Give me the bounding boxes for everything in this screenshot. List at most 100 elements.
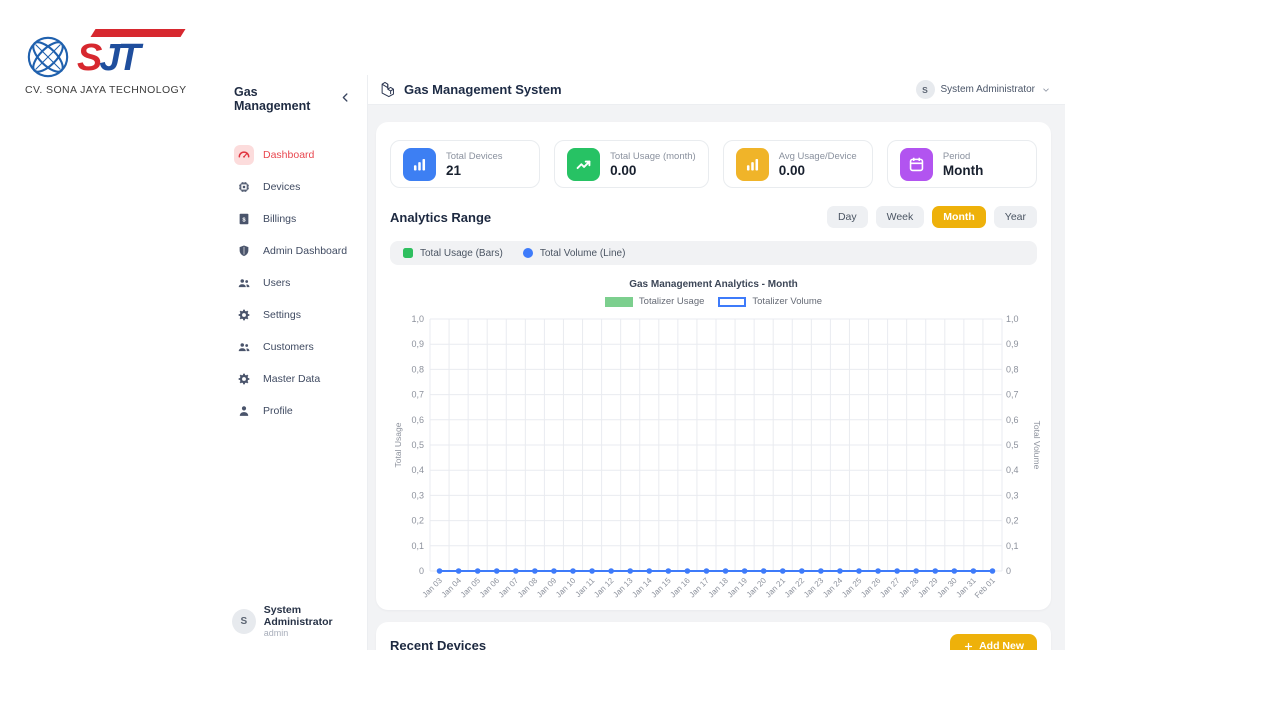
svg-text:Jan 06: Jan 06 (478, 576, 502, 600)
svg-text:Jan 18: Jan 18 (707, 576, 731, 600)
logo-letter-s: S (77, 37, 102, 79)
svg-text:0,9: 0,9 (1006, 339, 1019, 349)
svg-text:1,0: 1,0 (411, 314, 424, 324)
sidebar-item-dashboard[interactable]: Dashboard (220, 139, 367, 171)
invoice-icon (234, 209, 254, 229)
chart-bar-icon (735, 147, 769, 181)
svg-text:Jan 20: Jan 20 (745, 576, 769, 600)
range-button-week[interactable]: Week (875, 206, 925, 228)
sidebar-item-customers[interactable]: Customers (220, 331, 367, 363)
stat-value: 0.00 (778, 162, 805, 178)
sidebar-item-settings[interactable]: Settings (220, 299, 367, 331)
svg-text:Jan 15: Jan 15 (649, 576, 673, 600)
chip-icon (234, 177, 254, 197)
chart-bar-icon (403, 147, 436, 181)
logo-letter-j: J (99, 37, 120, 79)
svg-text:Jan 19: Jan 19 (726, 576, 750, 600)
stat-card-total-usage-month: Total Usage (month) 0.00 (554, 140, 709, 188)
sidebar-user-role: admin (263, 628, 289, 638)
svg-text:Jan 05: Jan 05 (459, 576, 483, 600)
page-title: Gas Management System (404, 82, 562, 97)
legend-swatch (522, 248, 533, 258)
trend-up-icon (567, 147, 601, 181)
chart-legend-label: Totalizer Usage (638, 296, 705, 307)
chart-legend-swatch (604, 296, 633, 307)
svg-text:0,4: 0,4 (1006, 465, 1019, 475)
recent-devices-heading: Recent Devices (390, 638, 487, 650)
legend-swatch (403, 248, 413, 258)
topbar: Gas Management System S System Administr… (368, 75, 1065, 105)
svg-text:0,2: 0,2 (411, 516, 424, 526)
avatar: S (232, 608, 256, 634)
chart-legend-label: Totalizer Volume (752, 296, 823, 307)
svg-text:Jan 23: Jan 23 (802, 576, 826, 600)
range-button-month[interactable]: Month (932, 206, 986, 228)
svg-text:1,0: 1,0 (1006, 314, 1019, 324)
svg-text:Jan 21: Jan 21 (764, 576, 788, 600)
range-button-day[interactable]: Day (826, 206, 868, 228)
sidebar-item-billings[interactable]: Billings (220, 203, 367, 235)
svg-text:0,5: 0,5 (411, 440, 424, 450)
gear-icon (234, 369, 254, 389)
stat-label: Total Usage (month) (610, 150, 696, 162)
range-button-year[interactable]: Year (993, 206, 1037, 228)
svg-text:Jan 25: Jan 25 (840, 576, 864, 600)
sidebar-item-admin-dashboard[interactable]: Admin Dashboard (220, 235, 367, 267)
sidebar-collapse-button[interactable] (337, 91, 353, 107)
svg-text:0,8: 0,8 (411, 364, 424, 374)
main-area: Gas Management System S System Administr… (368, 75, 1065, 650)
svg-text:0,7: 0,7 (411, 390, 424, 400)
svg-text:Jan 26: Jan 26 (859, 576, 883, 600)
chart-legend-item[interactable]: Totalizer Usage (604, 296, 705, 307)
sidebar-item-users[interactable]: Users (220, 267, 367, 299)
calendar-icon (899, 147, 933, 181)
svg-text:Jan 04: Jan 04 (440, 576, 464, 600)
svg-text:Jan 07: Jan 07 (497, 576, 521, 600)
sidebar-nav: Dashboard Devices Billings Admin Dashboa… (220, 139, 367, 427)
stat-value: 21 (446, 162, 462, 178)
atom-logo-icon (25, 34, 71, 80)
sidebar-item-profile[interactable]: Profile (220, 395, 367, 427)
svg-text:0,6: 0,6 (411, 415, 424, 425)
stat-cards: Total Devices 21 Total Usage (month) 0.0… (390, 140, 1038, 188)
svg-text:Jan 29: Jan 29 (916, 576, 940, 600)
range-buttons: Day Week Month Year (826, 206, 1037, 228)
add-new-button[interactable]: Add New (950, 634, 1037, 650)
svg-text:Jan 16: Jan 16 (668, 576, 692, 600)
sidebar-item-devices[interactable]: Devices (220, 171, 367, 203)
svg-text:Jan 08: Jan 08 (516, 576, 540, 600)
chart-title: Gas Management Analytics - Month (629, 279, 798, 290)
chart-legend-item[interactable]: Totalizer Volume (718, 296, 822, 307)
svg-text:0,1: 0,1 (1006, 541, 1019, 551)
users-icon (234, 337, 254, 357)
svg-text:0: 0 (1006, 566, 1011, 576)
svg-text:0,4: 0,4 (411, 465, 424, 475)
gear-icon (234, 305, 254, 325)
series-legend-bar: Total Usage (Bars) Total Volume (Line) (390, 241, 1037, 265)
svg-text:Feb 01: Feb 01 (973, 576, 997, 600)
avatar: S (915, 80, 935, 99)
svg-text:Jan 28: Jan 28 (897, 576, 921, 600)
svg-text:Jan 03: Jan 03 (421, 576, 445, 600)
stat-label: Period (942, 150, 971, 162)
sjt-wordmark: SJT (77, 28, 186, 80)
svg-text:0,8: 0,8 (1006, 364, 1019, 374)
sidebar-item-master-data[interactable]: Master Data (220, 363, 367, 395)
user-menu[interactable]: S System Administrator (915, 80, 1051, 99)
sidebar-user[interactable]: S System Administrator admin (232, 604, 367, 638)
svg-text:Jan 12: Jan 12 (592, 576, 616, 600)
svg-text:Jan 09: Jan 09 (535, 576, 559, 600)
stat-value: 0.00 (610, 162, 637, 178)
svg-text:Jan 27: Jan 27 (878, 576, 902, 600)
company-logo: SJT CV. SONA JAYA TECHNOLOGY (25, 28, 225, 96)
analytics-chart: 1,0 1,0 0,9 0,9 0,8 0,8 0,7 0,7 0,6 0,6 0,5 0,5 0,4 0… (393, 314, 1040, 600)
svg-text:0,6: 0,6 (1006, 415, 1019, 425)
svg-text:0: 0 (419, 566, 424, 576)
legend-item: Total Usage (Bars) (403, 248, 503, 259)
plus-icon (963, 641, 974, 651)
legend-label: Total Volume (Line) (539, 247, 626, 259)
laravel-logo-icon (380, 81, 397, 98)
svg-text:Jan 22: Jan 22 (783, 576, 807, 600)
users-icon (234, 273, 254, 293)
svg-text:0,7: 0,7 (1006, 390, 1019, 400)
